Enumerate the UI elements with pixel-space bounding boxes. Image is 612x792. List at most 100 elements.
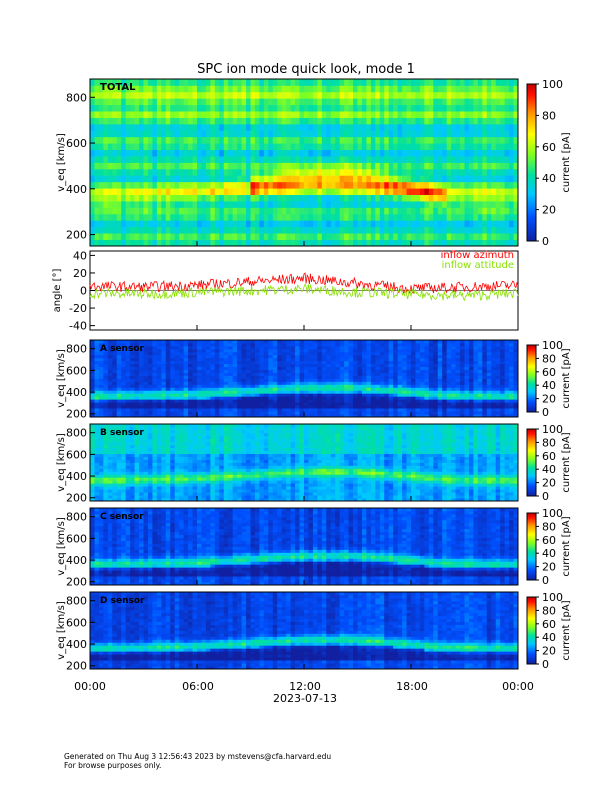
heatmap-cell	[147, 375, 153, 379]
heatmap-cell	[290, 360, 296, 365]
heatmap-cell	[232, 136, 238, 144]
heatmap-cell	[304, 201, 309, 208]
heatmap-cell	[214, 226, 220, 234]
heatmap-cell	[455, 342, 461, 347]
heatmap-cell	[250, 91, 256, 99]
heatmap-cell	[246, 239, 251, 247]
heatmap-cell	[504, 130, 510, 138]
heatmap-cell	[272, 207, 278, 215]
heatmap-cell	[361, 111, 367, 118]
heatmap-cell	[112, 156, 118, 163]
heatmap-cell	[491, 399, 497, 403]
heatmap-cell	[370, 168, 376, 176]
heatmap-cell	[468, 399, 474, 403]
heatmap-cell	[473, 181, 479, 189]
heatmap-cell	[304, 372, 309, 376]
heatmap-cell	[134, 130, 140, 138]
heatmap-cell	[134, 384, 140, 388]
heatmap-cell	[241, 351, 247, 356]
heatmap-cell	[321, 85, 327, 93]
heatmap-cell	[98, 98, 104, 106]
heatmap-cell	[254, 366, 260, 371]
heatmap-cell	[424, 213, 430, 221]
heatmap-cell	[130, 378, 135, 382]
heatmap-cell	[366, 143, 372, 151]
heatmap-cell	[415, 366, 421, 371]
heatmap-cell	[393, 363, 399, 368]
heatmap-cell	[299, 375, 305, 379]
heatmap-cell	[237, 162, 242, 170]
heatmap-cell	[442, 98, 448, 106]
heatmap-cell	[344, 375, 349, 379]
heatmap-cell	[304, 104, 309, 112]
heatmap-cell	[379, 369, 385, 373]
heatmap-cell	[468, 378, 474, 382]
heatmap-cell	[139, 351, 144, 356]
heatmap-cell	[321, 357, 327, 362]
heatmap-cell	[451, 342, 456, 347]
heatmap-cell	[268, 372, 274, 376]
heatmap-cell	[348, 381, 354, 385]
heatmap-cell	[210, 194, 216, 202]
heatmap-cell	[197, 387, 202, 391]
heatmap-cell	[223, 175, 229, 183]
heatmap-cell	[455, 411, 461, 415]
heatmap-cell	[495, 201, 501, 208]
heatmap-cell	[428, 384, 434, 388]
heatmap-cell	[241, 143, 247, 151]
heatmap-cell	[188, 357, 193, 362]
heatmap-cell	[326, 175, 332, 183]
heatmap-cell	[406, 411, 412, 415]
heatmap-cell	[455, 375, 461, 379]
heatmap-cell	[339, 411, 345, 415]
heatmap-cell	[460, 207, 465, 215]
heatmap-cell	[188, 396, 193, 400]
heatmap-cell	[357, 130, 363, 138]
heatmap-cell	[442, 79, 448, 86]
heatmap-cell	[495, 360, 501, 365]
heatmap-cell	[268, 162, 274, 170]
heatmap-cell	[482, 360, 488, 365]
heatmap-cell	[254, 405, 260, 409]
heatmap-cell	[139, 396, 144, 400]
heatmap-cell	[451, 357, 456, 362]
heatmap-cell	[232, 111, 238, 118]
heatmap-cell	[143, 156, 149, 163]
heatmap-cell	[402, 372, 407, 376]
heatmap-cell	[259, 123, 265, 131]
heatmap-cell	[246, 207, 251, 215]
heatmap-cell	[460, 188, 465, 196]
heatmap-cell	[188, 220, 193, 228]
heatmap-cell	[477, 351, 483, 356]
heatmap-cell	[188, 354, 193, 359]
heatmap-cell	[228, 408, 234, 412]
heatmap-cell	[419, 360, 425, 365]
heatmap-cell	[197, 194, 202, 202]
heatmap-cell	[393, 402, 399, 406]
heatmap-cell	[375, 399, 381, 403]
heatmap-cell	[504, 405, 510, 409]
heatmap-cell	[384, 387, 390, 391]
heatmap-cell	[464, 363, 470, 368]
heatmap-cell	[259, 375, 265, 379]
heatmap-cell	[473, 188, 479, 196]
heatmap-cell	[433, 402, 439, 406]
heatmap-cell	[495, 239, 501, 247]
heatmap-cell	[451, 239, 456, 247]
heatmap-cell	[147, 363, 153, 368]
heatmap-cell	[170, 233, 176, 240]
heatmap-cell	[348, 405, 354, 409]
heatmap-cell	[366, 393, 372, 397]
heatmap-cell	[286, 411, 292, 415]
heatmap-cell	[188, 387, 193, 391]
heatmap-cell	[321, 372, 327, 376]
heatmap-cell	[428, 98, 434, 106]
heatmap-cell	[304, 414, 309, 418]
heatmap-cell	[223, 194, 229, 202]
heatmap-cell	[304, 408, 309, 412]
heatmap-cell	[107, 136, 113, 144]
heatmap-cell	[397, 188, 403, 196]
heatmap-cell	[433, 390, 439, 394]
heatmap-cell	[161, 408, 167, 412]
